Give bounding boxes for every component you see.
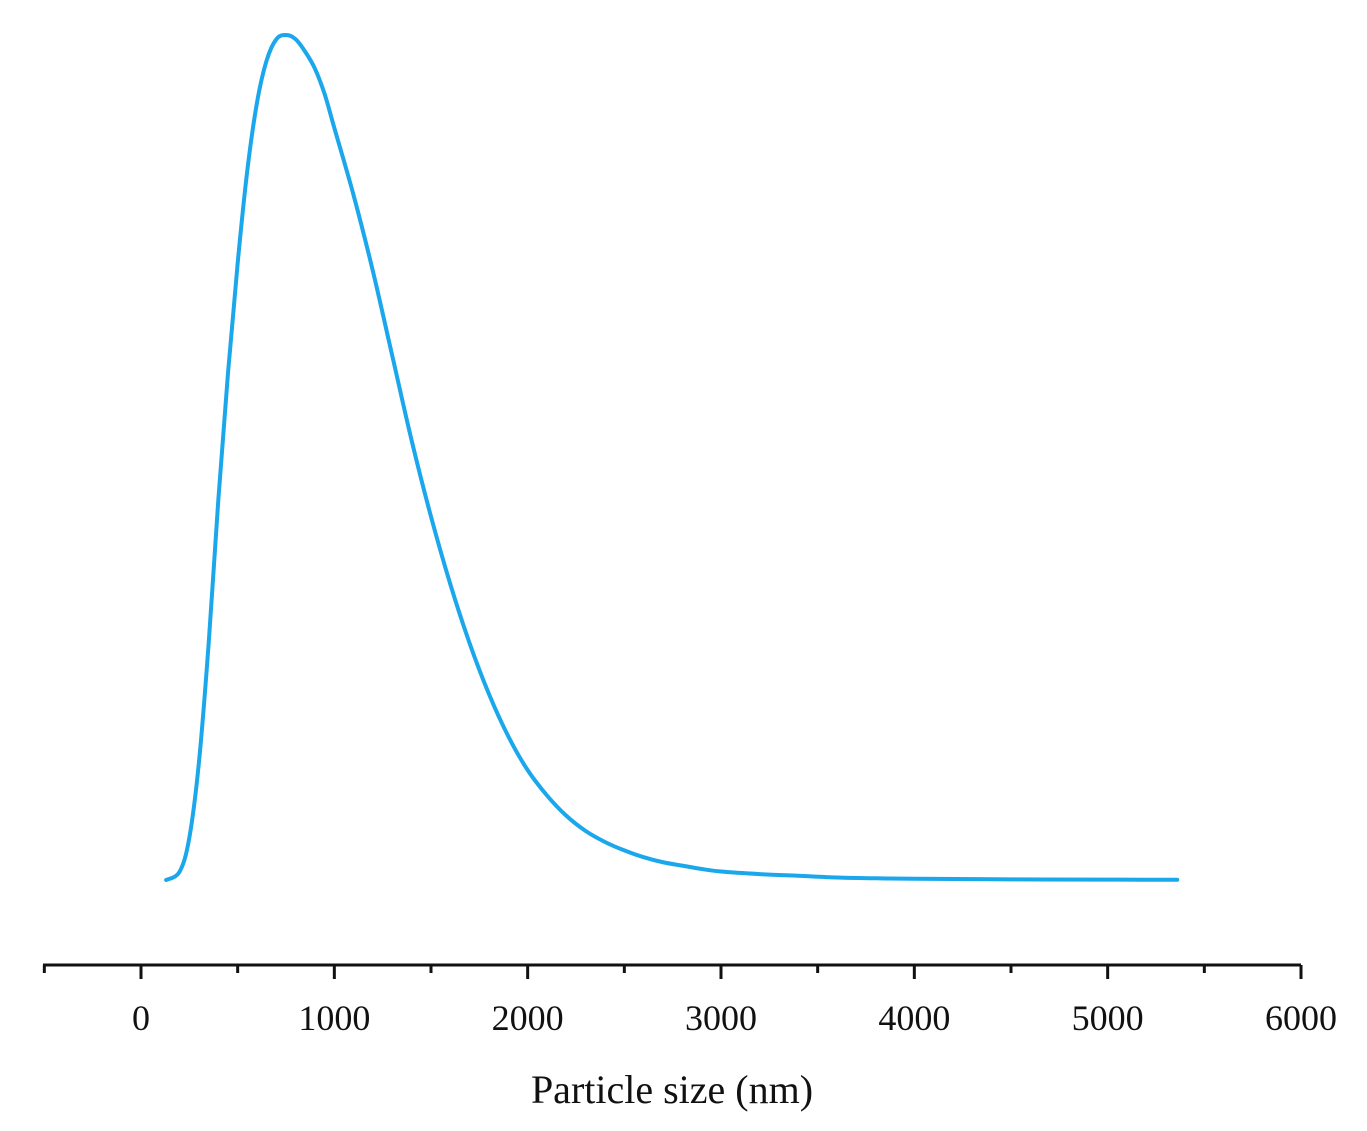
plot-area — [164, 33, 1180, 882]
x-tick-label: 2000 — [492, 998, 564, 1038]
size-distribution-curve — [164, 33, 1180, 882]
x-tick-label: 4000 — [878, 998, 950, 1038]
x-tick-label: 6000 — [1265, 998, 1337, 1038]
x-tick-label: 0 — [132, 998, 150, 1038]
x-axis: 0 1000 2000 3000 4000 5000 6000 — [42, 963, 1337, 1038]
x-tick-label: 1000 — [298, 998, 370, 1038]
x-tick-label: 3000 — [685, 998, 757, 1038]
x-axis-title: Particle size (nm) — [531, 1067, 813, 1112]
x-tick-label: 5000 — [1072, 998, 1144, 1038]
